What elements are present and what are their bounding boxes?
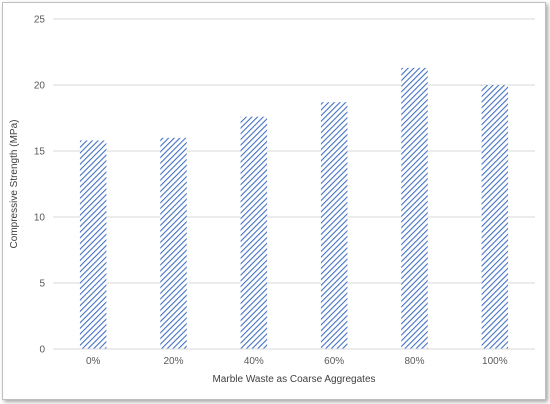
y-tick-label: 10 bbox=[34, 213, 46, 224]
y-axis-title: Compressive Strength (MPa) bbox=[9, 120, 20, 249]
y-tick-label: 5 bbox=[39, 279, 45, 290]
x-tick-label: 0% bbox=[86, 356, 101, 367]
x-tick-label: 20% bbox=[163, 356, 183, 367]
gridlines bbox=[53, 18, 535, 284]
y-tick-label: 20 bbox=[34, 81, 46, 92]
bar-chart: 0 5 10 15 20 25 0% 20% 40% 60% 80% 100% Marble Was… bbox=[9, 15, 535, 385]
x-axis-ticks: 0% 20% 40% 60% 80% 100% bbox=[86, 356, 508, 367]
bar-60pct bbox=[320, 102, 348, 349]
y-tick-label: 25 bbox=[34, 15, 46, 26]
x-tick-label: 80% bbox=[404, 356, 424, 367]
x-tick-label: 100% bbox=[482, 356, 508, 367]
bars bbox=[79, 67, 509, 350]
x-tick-label: 60% bbox=[324, 356, 344, 367]
y-tick-label: 15 bbox=[34, 147, 46, 158]
bar-40pct bbox=[240, 116, 268, 350]
bar-100pct bbox=[481, 85, 509, 349]
x-tick-label: 40% bbox=[244, 356, 264, 367]
y-axis-ticks: 0 5 10 15 20 25 bbox=[34, 15, 46, 356]
bar-80pct bbox=[401, 67, 428, 349]
bar-0pct bbox=[79, 140, 107, 349]
y-tick-label: 0 bbox=[39, 345, 45, 356]
x-axis-title: Marble Waste as Coarse Aggregates bbox=[212, 374, 375, 385]
chart-frame: 0 5 10 15 20 25 0% 20% 40% 60% 80% 100% Marble Was… bbox=[2, 2, 546, 400]
bar-20pct bbox=[160, 137, 187, 349]
